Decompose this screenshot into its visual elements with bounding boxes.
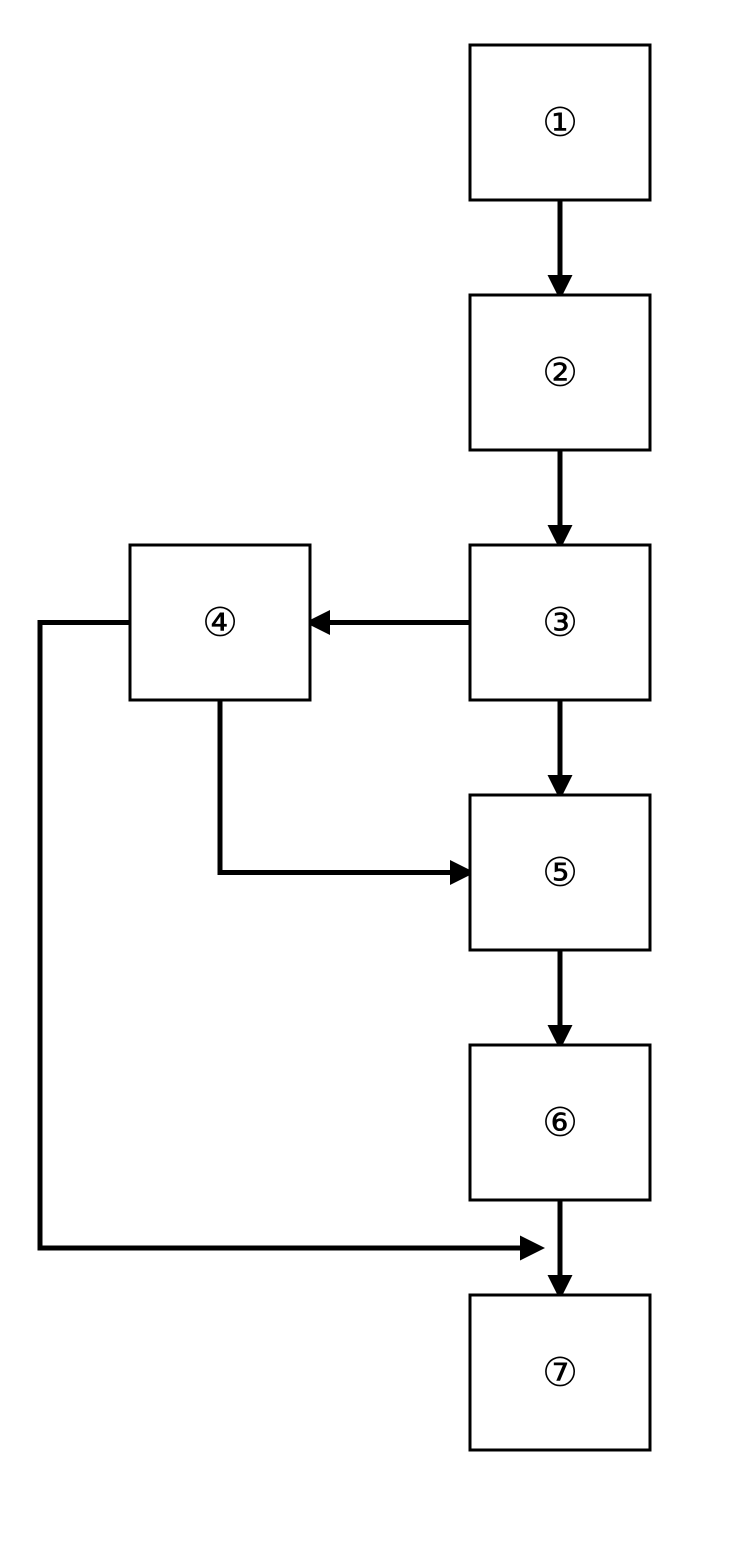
node-label-n1: ① — [542, 100, 578, 145]
node-n4: ④ — [130, 545, 310, 700]
edge-n4-n5 — [220, 700, 470, 873]
node-label-n2: ② — [542, 350, 578, 395]
node-label-n7: ⑦ — [542, 1350, 578, 1395]
node-label-n5: ⑤ — [542, 850, 578, 895]
flowchart-diagram: ① ② ③ ④ ⑤ ⑥ ⑦ — [0, 0, 744, 1557]
edge-n4-n7 — [40, 623, 540, 1249]
node-label-n4: ④ — [202, 600, 238, 645]
node-n2: ② — [470, 295, 650, 450]
node-n1: ① — [470, 45, 650, 200]
node-n3: ③ — [470, 545, 650, 700]
node-n6: ⑥ — [470, 1045, 650, 1200]
node-label-n3: ③ — [542, 600, 578, 645]
node-n7: ⑦ — [470, 1295, 650, 1450]
node-label-n6: ⑥ — [542, 1100, 578, 1145]
node-n5: ⑤ — [470, 795, 650, 950]
